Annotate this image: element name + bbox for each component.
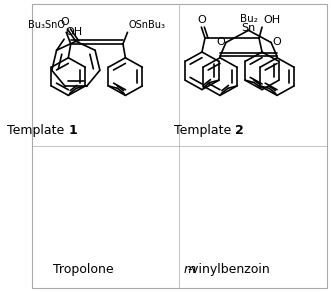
- Text: O: O: [272, 37, 281, 47]
- Text: Template: Template: [174, 124, 235, 137]
- Text: Sn: Sn: [241, 22, 256, 33]
- Text: OH: OH: [65, 27, 82, 37]
- Text: Template: Template: [7, 124, 68, 137]
- Text: Bu₃SnO: Bu₃SnO: [28, 20, 65, 30]
- Text: m: m: [184, 263, 196, 276]
- Text: 2: 2: [235, 124, 244, 137]
- Text: O: O: [61, 17, 70, 27]
- Text: Tropolone: Tropolone: [53, 263, 114, 276]
- Text: 1: 1: [68, 124, 77, 137]
- Text: O: O: [197, 15, 206, 25]
- Text: OH: OH: [263, 15, 281, 25]
- Text: -vinylbenzoin: -vinylbenzoin: [188, 263, 271, 276]
- Text: O: O: [216, 37, 225, 47]
- Text: OSnBu₃: OSnBu₃: [129, 20, 166, 30]
- Text: Bu₂: Bu₂: [240, 14, 258, 24]
